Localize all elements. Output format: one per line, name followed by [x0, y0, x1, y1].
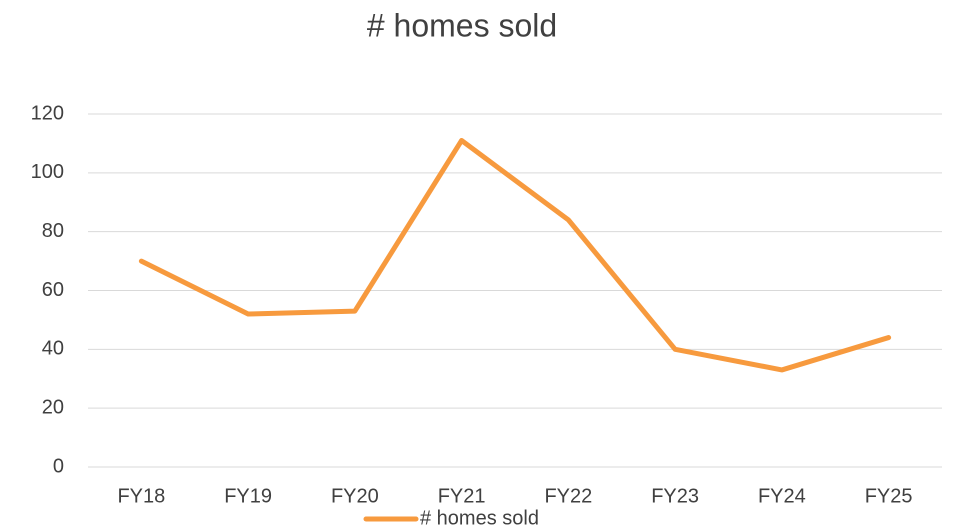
y-tick-label: 80 — [42, 220, 64, 242]
y-tick-label: 60 — [42, 279, 64, 301]
x-tick-label: FY23 — [651, 485, 699, 507]
y-tick-label: 20 — [42, 396, 64, 418]
chart-title: # homes sold — [367, 7, 557, 43]
legend-label: # homes sold — [420, 507, 539, 529]
y-tick-label: 40 — [42, 338, 64, 360]
line-series — [138, 137, 892, 373]
y-tick-label: 100 — [31, 161, 64, 183]
x-tick-label: FY25 — [865, 485, 913, 507]
x-tick-label: FY24 — [758, 485, 806, 507]
x-tick-label: FY19 — [224, 485, 272, 507]
x-tick-label: FY18 — [117, 485, 165, 507]
y-tick-label: 120 — [31, 102, 64, 124]
x-tick-label: FY20 — [331, 485, 379, 507]
x-tick-label: FY21 — [438, 485, 486, 507]
y-tick-label: 0 — [53, 455, 64, 477]
x-tick-label: FY22 — [544, 485, 592, 507]
